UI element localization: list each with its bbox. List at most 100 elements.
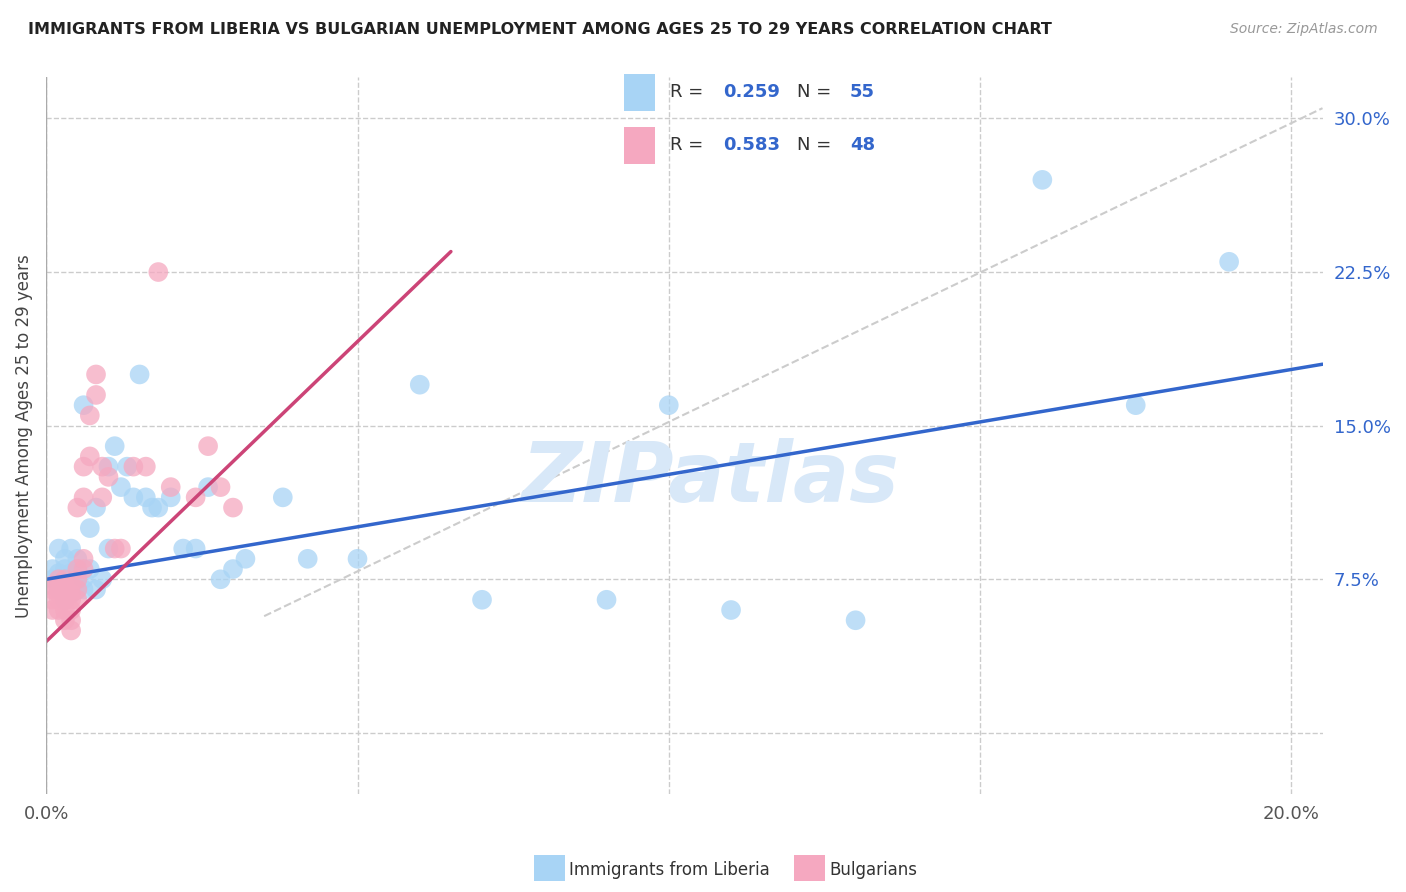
Point [60, 587, 83, 601]
Point [72, 551, 94, 566]
Point [172, 541, 194, 556]
Point [53, 578, 76, 592]
Point [595, 592, 617, 607]
Point [1125, 398, 1147, 412]
Text: R =: R = [671, 136, 710, 154]
Point [84, 582, 107, 597]
Point [66, 562, 89, 576]
Point [658, 398, 681, 412]
Point [159, 491, 181, 505]
Point [1031, 173, 1053, 187]
Point [720, 603, 742, 617]
Point [60, 566, 83, 581]
Point [84, 500, 107, 515]
Point [184, 491, 207, 505]
Point [53, 572, 76, 586]
Text: Bulgarians: Bulgarians [830, 861, 918, 879]
Point [209, 572, 232, 586]
Point [60, 624, 83, 638]
Point [197, 480, 219, 494]
Bar [624, 128, 655, 164]
Point [41, 582, 63, 597]
Point [79, 562, 101, 576]
Point [53, 613, 76, 627]
Point [48, 572, 70, 586]
Point [53, 587, 76, 601]
Point [48, 592, 70, 607]
Point [122, 491, 145, 505]
Point [97, 470, 120, 484]
Point [66, 572, 89, 586]
Point [53, 592, 76, 607]
Text: 55: 55 [849, 83, 875, 101]
Point [48, 541, 70, 556]
Point [72, 459, 94, 474]
Point [84, 388, 107, 402]
Point [110, 541, 132, 556]
Point [184, 541, 207, 556]
Point [53, 582, 76, 597]
Point [66, 582, 89, 597]
Text: IMMIGRANTS FROM LIBERIA VS BULGARIAN UNEMPLOYMENT AMONG AGES 25 TO 29 YEARS CORR: IMMIGRANTS FROM LIBERIA VS BULGARIAN UNE… [28, 22, 1052, 37]
Point [53, 551, 76, 566]
Point [91, 572, 114, 586]
Point [159, 480, 181, 494]
Point [72, 562, 94, 576]
Point [72, 572, 94, 586]
Point [209, 480, 232, 494]
Point [222, 562, 245, 576]
Point [53, 603, 76, 617]
Point [346, 551, 368, 566]
Point [235, 551, 257, 566]
Point [84, 368, 107, 382]
Text: N =: N = [797, 136, 837, 154]
Point [41, 592, 63, 607]
Text: 48: 48 [849, 136, 875, 154]
Point [141, 500, 163, 515]
Point [66, 582, 89, 597]
Point [60, 578, 83, 592]
Point [48, 603, 70, 617]
Point [48, 582, 70, 597]
Text: N =: N = [797, 83, 837, 101]
Point [271, 491, 294, 505]
Text: R =: R = [671, 83, 710, 101]
Point [41, 578, 63, 592]
Point [53, 592, 76, 607]
Text: 0.259: 0.259 [723, 83, 780, 101]
Point [845, 613, 868, 627]
Point [197, 439, 219, 453]
Point [471, 592, 494, 607]
Point [222, 500, 245, 515]
Point [66, 572, 89, 586]
Point [148, 265, 170, 279]
Point [48, 587, 70, 601]
Point [60, 603, 83, 617]
Point [72, 398, 94, 412]
Point [41, 603, 63, 617]
Point [53, 562, 76, 576]
Point [91, 491, 114, 505]
Point [122, 459, 145, 474]
Point [135, 459, 157, 474]
Point [66, 551, 89, 566]
Point [97, 541, 120, 556]
Point [66, 562, 89, 576]
Point [135, 491, 157, 505]
Point [1218, 254, 1240, 268]
Point [148, 500, 170, 515]
Point [72, 491, 94, 505]
Point [48, 578, 70, 592]
Point [97, 459, 120, 474]
Point [115, 459, 138, 474]
Point [128, 368, 150, 382]
Point [110, 480, 132, 494]
Point [60, 587, 83, 601]
Point [79, 450, 101, 464]
Point [48, 566, 70, 581]
Y-axis label: Unemployment Among Ages 25 to 29 years: Unemployment Among Ages 25 to 29 years [15, 254, 32, 618]
Text: 0.583: 0.583 [723, 136, 780, 154]
Text: Immigrants from Liberia: Immigrants from Liberia [569, 861, 770, 879]
Text: Source: ZipAtlas.com: Source: ZipAtlas.com [1230, 22, 1378, 37]
Point [60, 613, 83, 627]
